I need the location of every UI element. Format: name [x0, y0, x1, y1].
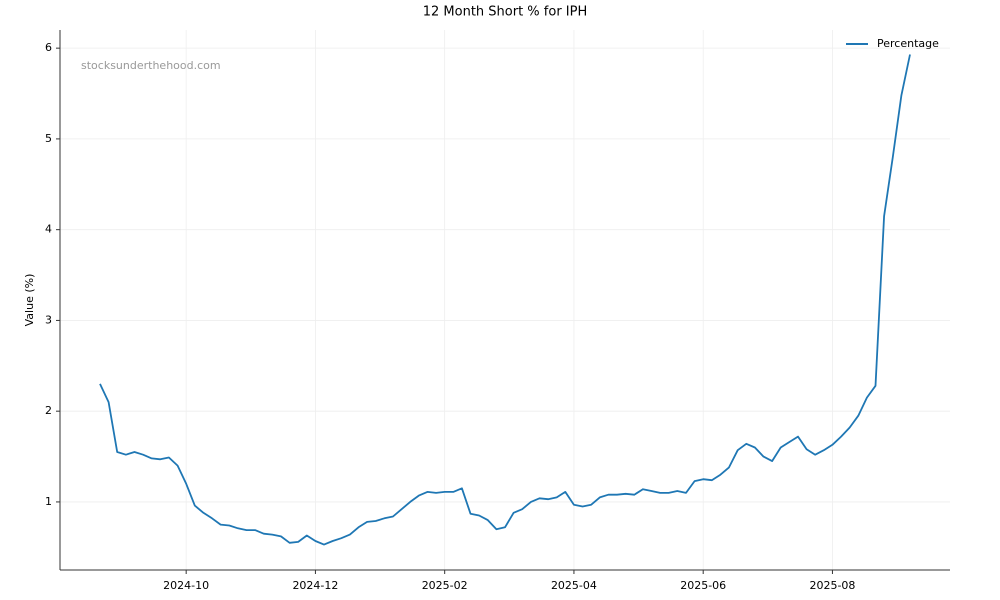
y-tick-label: 3 [45, 313, 52, 326]
chart-title: 12 Month Short % for IPH [423, 5, 588, 20]
x-tick-label: 2025-06 [680, 579, 726, 592]
x-tick-label: 2025-02 [422, 579, 468, 592]
x-tick-label: 2025-04 [551, 579, 597, 592]
y-axis-label: Value (%) [23, 274, 36, 327]
y-tick-label: 4 [45, 223, 52, 236]
line [99, 54, 911, 546]
y-tick-label: 5 [45, 132, 52, 145]
y-tick-label: 6 [45, 41, 52, 54]
y-tick-label: 1 [45, 495, 52, 508]
x-tick-label: 2024-10 [163, 579, 209, 592]
watermark: stocksunderthehood.com [81, 59, 221, 72]
legend-label: Percentage [877, 37, 939, 50]
x-tick-label: 2024-12 [292, 579, 338, 592]
y-tick-label: 2 [45, 404, 52, 417]
x-tick-label: 2025-08 [809, 579, 855, 592]
